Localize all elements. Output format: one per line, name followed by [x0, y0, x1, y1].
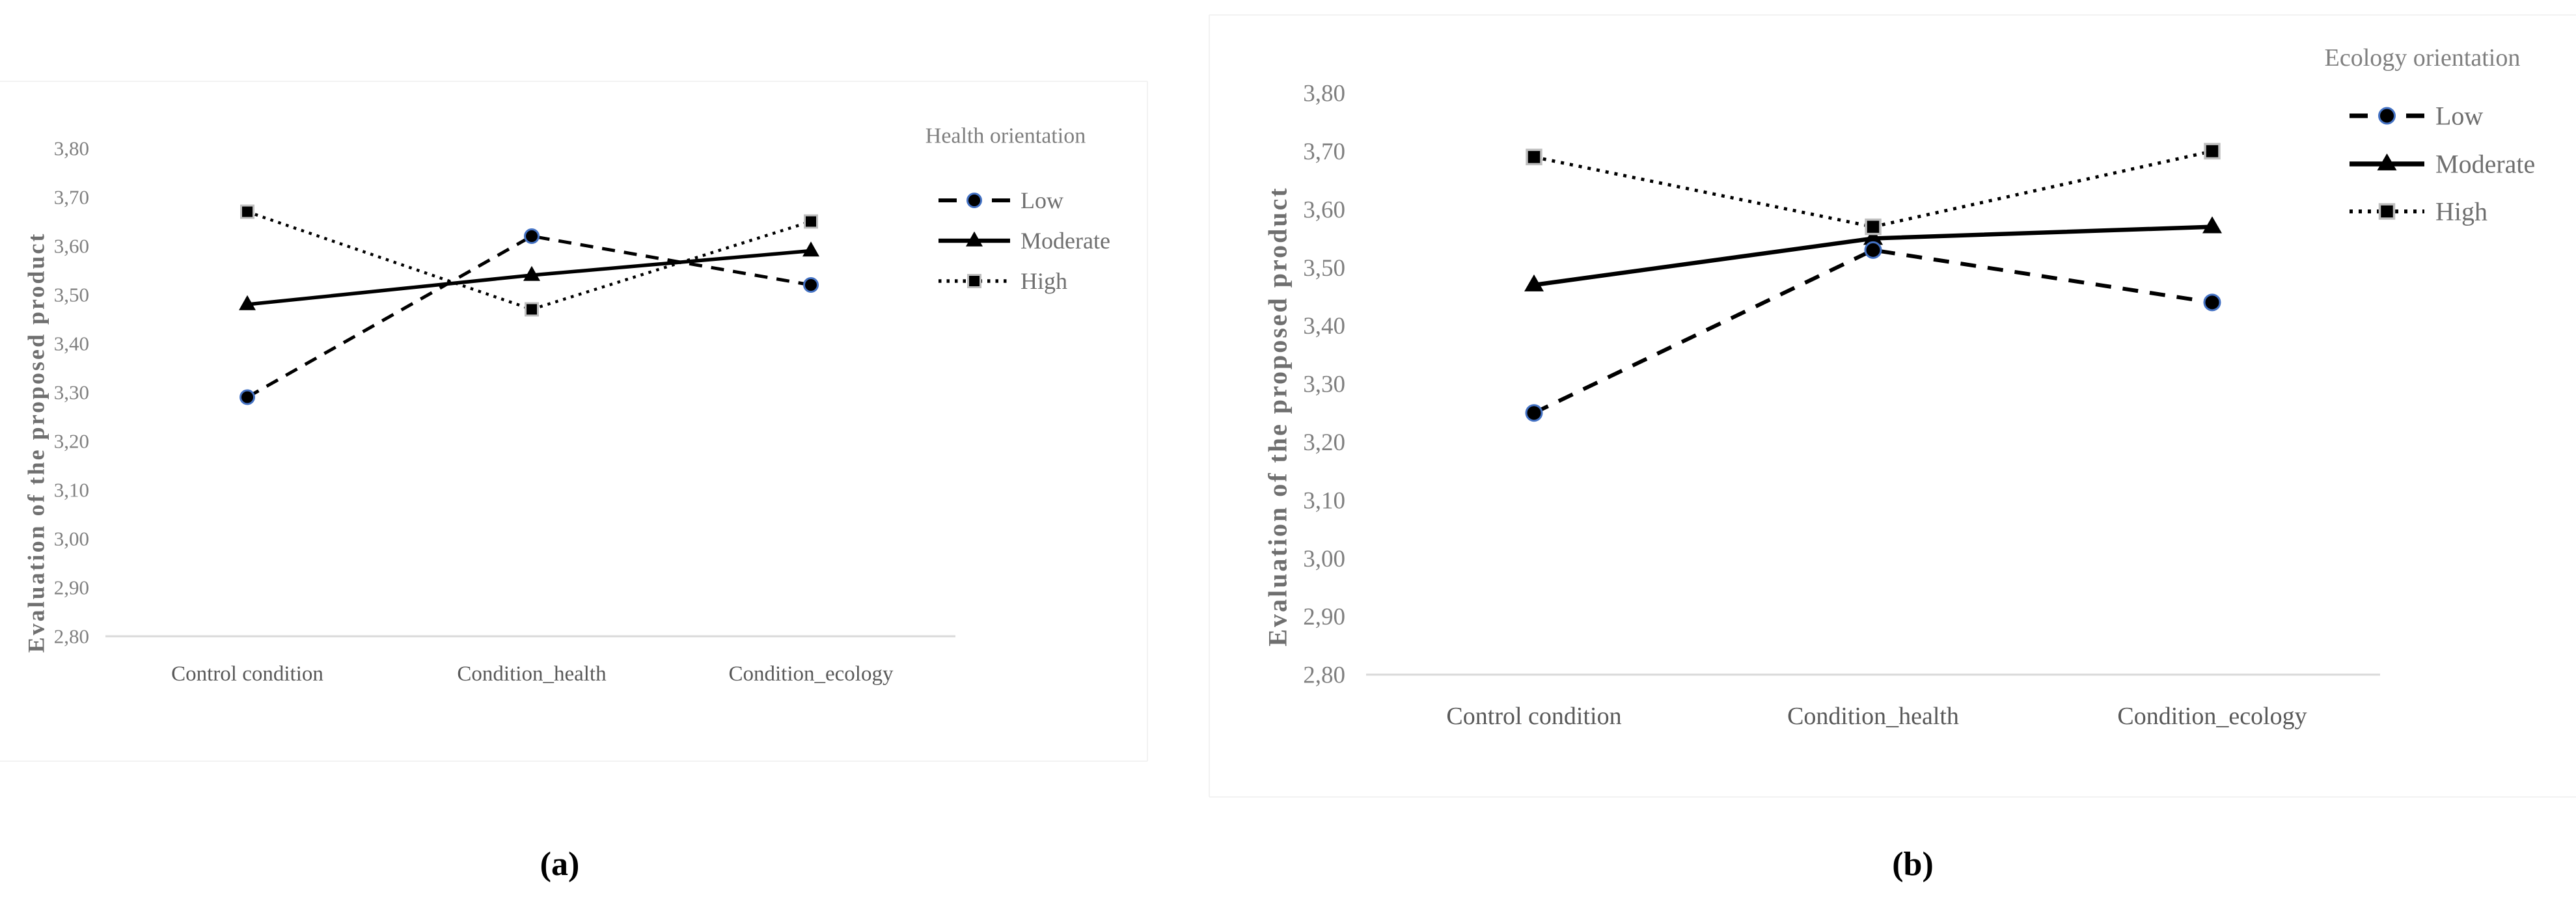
- panel-a-series-high-marker: [804, 214, 818, 229]
- panel-b-y-tick-label: 2,80: [1303, 662, 1345, 689]
- panel-a-series-high-line: [247, 210, 812, 311]
- panel-a-y-tick-label: 2,90: [54, 576, 89, 599]
- panel-b-y-tick-label: 3,80: [1303, 81, 1345, 107]
- panel-a-y-tick-label: 3,70: [54, 186, 89, 209]
- panel-b-series-high-marker: [1526, 148, 1542, 166]
- panel-a-y-axis-title: Evaluation of the proposed product: [23, 232, 49, 653]
- panel-b-y-axis-title: Evaluation of the proposed product: [1263, 186, 1293, 646]
- panel-b-y-tick-label: 3,00: [1303, 546, 1345, 573]
- panel-b-series-moderate-marker: [2202, 216, 2222, 234]
- panel-b-series-high-marker: [1865, 218, 1882, 236]
- panel-b-legend-label-low: Low: [2435, 101, 2483, 131]
- panel-a-y-tick-label: 3,40: [54, 332, 89, 355]
- panel-b-y-tick-label: 3,60: [1303, 196, 1345, 223]
- panel-a-series-low-marker: [803, 277, 819, 293]
- panel-a-x-category-label: Condition_ecology: [729, 662, 894, 686]
- panel-a-series-high-marker: [525, 302, 539, 317]
- panel-b-y-tick-label: 3,30: [1303, 371, 1345, 398]
- panel-b-legend-title: Ecology orientation: [2325, 44, 2521, 72]
- panel-b-series-low-marker: [1864, 241, 1882, 259]
- panel-a-legend-triangle-marker: [966, 231, 983, 247]
- panel-b-legend-label-high: High: [2435, 197, 2487, 226]
- panel-a-series-moderate-marker: [523, 265, 540, 281]
- panel-a-series-low-line: [246, 234, 812, 399]
- panel-a-label: (a): [540, 846, 580, 883]
- panel-a-y-tick-label: 3,80: [54, 137, 89, 160]
- panel-b-x-category-label: Control condition: [1446, 703, 1621, 730]
- panel-b-series-low-line: [1533, 248, 2213, 415]
- panel-b-series-moderate-marker: [1524, 274, 1544, 291]
- panel-b-y-tick-label: 3,70: [1303, 139, 1345, 165]
- panel-b-x-category-label: Condition_ecology: [2117, 703, 2307, 730]
- panel-b-label: (b): [1892, 846, 1934, 883]
- panel-a-legend-square-marker: [967, 274, 981, 288]
- panel-a-legend-title: Health orientation: [925, 124, 1086, 148]
- panel-b-y-tick-label: 2,90: [1303, 604, 1345, 630]
- panel-a-y-tick-label: 3,50: [54, 284, 89, 306]
- panel-b-series-moderate-marker: [1863, 228, 1883, 245]
- panel-a-series-low-marker: [524, 228, 540, 244]
- panel-a-x-category-label: Condition_health: [457, 662, 607, 686]
- panel-a-y-tick-label: 3,20: [54, 430, 89, 453]
- panel-a-legend-label-high: High: [1021, 268, 1067, 294]
- panel-a-legend-label-moderate: Moderate: [1021, 228, 1110, 254]
- panel-b-y-tick-label: 3,20: [1303, 429, 1345, 456]
- panel-b-legend-triangle-marker: [2377, 153, 2397, 170]
- panel-a-y-tick-label: 3,10: [54, 479, 89, 502]
- panel-b-x-category-label: Condition_health: [1787, 703, 1959, 730]
- panel-a-legend-label-low: Low: [1021, 187, 1063, 213]
- panel-a-series-moderate-marker: [802, 241, 819, 257]
- panel-a-y-tick-label: 3,30: [54, 381, 89, 404]
- panel-b-y-tick-label: 3,10: [1303, 487, 1345, 514]
- panel-b-series-low-marker: [1525, 404, 1543, 422]
- panel-a-series-low-marker: [240, 389, 255, 405]
- panel-a-series-high-marker: [240, 204, 254, 219]
- panel-a-x-category-label: Control condition: [171, 662, 323, 686]
- panel-b-legend-label-moderate: Moderate: [2435, 150, 2535, 179]
- panel-a-y-tick-label: 3,00: [54, 528, 89, 550]
- panel-b-y-tick-label: 3,50: [1303, 255, 1345, 282]
- panel-b-legend-circle-marker: [2378, 107, 2396, 125]
- panel-b-series-high-marker: [2204, 142, 2221, 160]
- panel-b-y-tick-label: 3,40: [1303, 313, 1345, 340]
- panel-a-series-moderate-marker: [239, 295, 256, 310]
- panel-b-series-high-line: [1533, 149, 2213, 229]
- panel-b-series-low-marker: [2203, 293, 2221, 312]
- panel-a-y-tick-label: 2,80: [54, 625, 89, 648]
- panel-a-legend-circle-marker: [966, 193, 982, 208]
- panel-b-legend-square-marker: [2378, 203, 2396, 220]
- panel-a-y-tick-label: 3,60: [54, 235, 89, 258]
